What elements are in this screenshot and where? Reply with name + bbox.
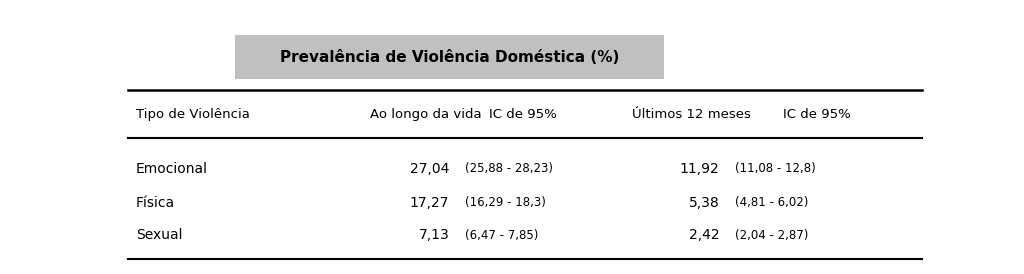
Text: IC de 95%: IC de 95% xyxy=(489,108,557,121)
Text: (2,04 - 2,87): (2,04 - 2,87) xyxy=(735,229,809,242)
Text: Sexual: Sexual xyxy=(136,229,182,242)
Text: (16,29 - 18,3): (16,29 - 18,3) xyxy=(465,196,546,209)
Text: Prevalência de Violência Doméstica (%): Prevalência de Violência Doméstica (%) xyxy=(280,50,620,65)
Text: IC de 95%: IC de 95% xyxy=(782,108,851,121)
Text: 7,13: 7,13 xyxy=(419,229,450,242)
Text: Últimos 12 meses: Últimos 12 meses xyxy=(632,108,751,121)
Text: (6,47 - 7,85): (6,47 - 7,85) xyxy=(465,229,539,242)
Text: (25,88 - 28,23): (25,88 - 28,23) xyxy=(465,162,553,175)
Text: Física: Física xyxy=(136,196,175,210)
Text: Tipo de Violência: Tipo de Violência xyxy=(136,108,250,121)
Text: (4,81 - 6,02): (4,81 - 6,02) xyxy=(735,196,809,209)
Text: 27,04: 27,04 xyxy=(410,162,450,176)
Text: Emocional: Emocional xyxy=(136,162,208,176)
Text: 2,42: 2,42 xyxy=(688,229,719,242)
Text: Ao longo da vida: Ao longo da vida xyxy=(370,108,481,121)
Text: 17,27: 17,27 xyxy=(410,196,450,210)
FancyBboxPatch shape xyxy=(236,35,664,79)
Text: (11,08 - 12,8): (11,08 - 12,8) xyxy=(735,162,816,175)
Text: 11,92: 11,92 xyxy=(680,162,719,176)
Text: 5,38: 5,38 xyxy=(688,196,719,210)
